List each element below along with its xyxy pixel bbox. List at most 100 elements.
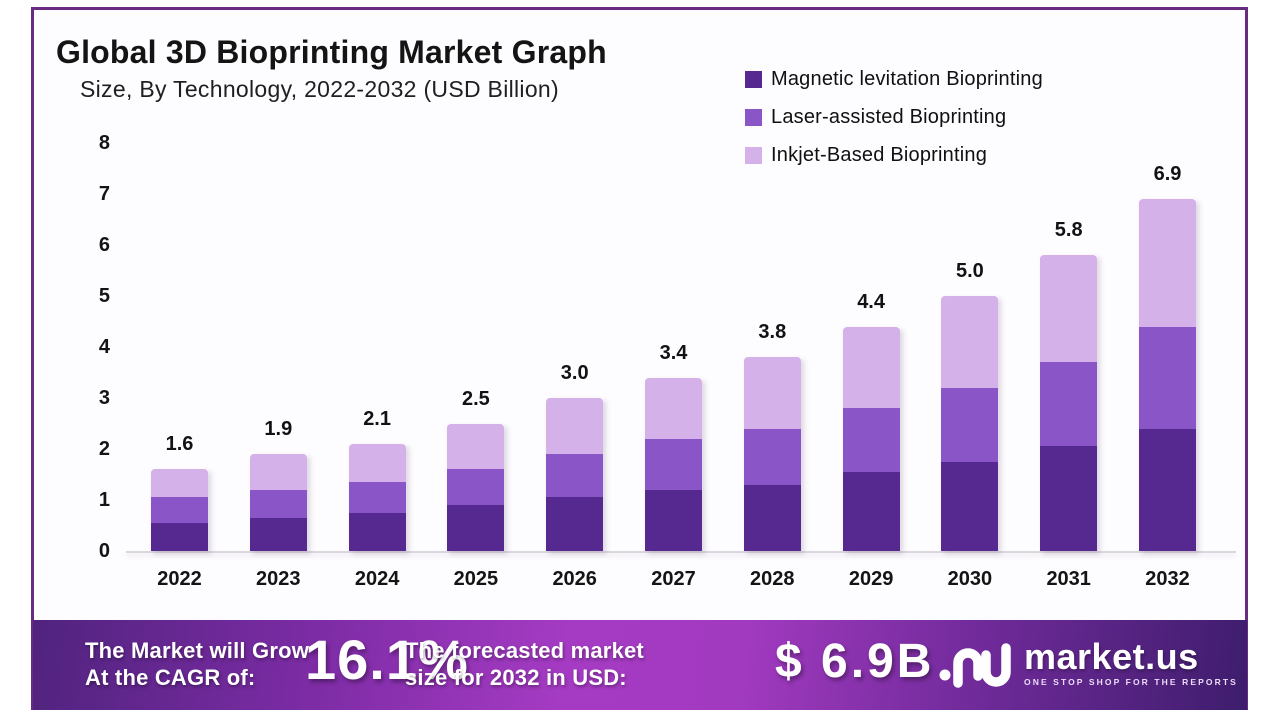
y-axis-tick-2: 2 xyxy=(98,438,110,460)
total-label-2027: 3.4 xyxy=(659,341,688,364)
total-label-2025: 2.5 xyxy=(461,387,490,410)
total-label-2031: 5.8 xyxy=(1054,219,1083,242)
bar-segment-2023-series0 xyxy=(249,517,307,551)
bar-2030 xyxy=(941,296,999,551)
legend-swatch-inkjet xyxy=(745,146,762,164)
y-axis-tick-5: 5 xyxy=(98,285,110,307)
y-axis-tick-7: 7 xyxy=(98,183,110,205)
forecast-label-line1: The forecasted market xyxy=(405,638,644,663)
bar-segment-2032-series1 xyxy=(1139,326,1196,429)
legend-swatch-laser xyxy=(745,108,762,126)
y-axis-tick-3: 3 xyxy=(98,387,110,409)
bar-segment-2028-series1 xyxy=(743,428,801,485)
marketus-logo-text: market.us ONE STOP SHOP FOR THE REPORTS xyxy=(1024,635,1238,687)
legend-item-inkjet: Inkjet-Based Bioprinting xyxy=(745,142,1043,168)
bar-2029 xyxy=(842,326,900,551)
y-axis-tick-6: 6 xyxy=(98,234,110,256)
legend-label-laser: Laser-assisted Bioprinting xyxy=(771,105,1007,128)
bar-segment-2024-series2 xyxy=(348,443,406,483)
bar-segment-2032-series0 xyxy=(1139,428,1196,551)
bar-segment-2030-series1 xyxy=(941,387,999,462)
legend-item-laser: Laser-assisted Bioprinting xyxy=(745,104,1043,130)
bar-segment-2027-series2 xyxy=(645,377,702,439)
bar-segment-2022-series2 xyxy=(151,469,208,498)
bar-2022 xyxy=(151,469,208,551)
cagr-label-line1: The Market will Grow xyxy=(85,638,310,663)
x-axis-line xyxy=(126,551,1236,553)
bar-segment-2022-series0 xyxy=(151,522,208,551)
bar-2026 xyxy=(546,398,604,551)
bar-segment-2024-series0 xyxy=(348,512,406,551)
x-axis-label-2027: 2027 xyxy=(651,568,696,590)
total-label-2024: 2.1 xyxy=(363,407,391,430)
bar-segment-2029-series0 xyxy=(842,471,900,551)
x-axis-label-2026: 2026 xyxy=(552,568,597,590)
bar-segment-2022-series1 xyxy=(151,497,208,523)
bar-segment-2031-series1 xyxy=(1040,362,1098,447)
bar-segment-2029-series1 xyxy=(842,408,900,472)
forecast-label-line2: size for 2032 in USD: xyxy=(405,665,627,690)
bar-2023 xyxy=(249,454,307,551)
bar-segment-2032-series2 xyxy=(1139,199,1196,327)
x-axis-label-2024: 2024 xyxy=(354,568,400,590)
total-label-2028: 3.8 xyxy=(758,321,787,344)
marketus-logo-icon xyxy=(939,643,1011,688)
total-label-2026: 3.0 xyxy=(560,362,589,384)
bar-2025 xyxy=(447,423,505,551)
bar-segment-2026-series1 xyxy=(546,454,604,498)
x-axis-label-2032: 2032 xyxy=(1145,568,1190,590)
y-axis-tick-8: 8 xyxy=(98,132,110,154)
x-axis-label-2023: 2023 xyxy=(256,568,301,590)
bar-segment-2030-series2 xyxy=(941,296,999,388)
marketus-logo: market.us ONE STOP SHOP FOR THE REPORTS xyxy=(938,634,1238,692)
legend-label-inkjet: Inkjet-Based Bioprinting xyxy=(771,143,988,166)
cagr-value: 16.1% xyxy=(305,628,469,691)
bar-segment-2024-series1 xyxy=(348,482,406,513)
x-axis-label-2031: 2031 xyxy=(1046,568,1091,590)
bar-segment-2029-series2 xyxy=(842,326,900,409)
y-axis-tick-4: 4 xyxy=(98,336,110,358)
cagr-label: The Market will Grow At the CAGR of: xyxy=(85,637,309,691)
y-axis-tick-0: 0 xyxy=(98,540,110,562)
bar-segment-2028-series0 xyxy=(743,484,801,551)
legend-swatch-magnetic xyxy=(745,70,762,88)
logo-name: market.us xyxy=(1024,635,1199,677)
bar-segment-2026-series2 xyxy=(546,398,604,455)
legend-item-magnetic: Magnetic levitation Bioprinting xyxy=(745,66,1043,92)
bar-segment-2028-series2 xyxy=(743,357,801,429)
bar-2032 xyxy=(1139,199,1196,551)
bar-segment-2030-series0 xyxy=(941,461,999,551)
bar-segment-2027-series1 xyxy=(645,438,702,490)
bar-segment-2025-series1 xyxy=(447,469,505,506)
y-axis-tick-1: 1 xyxy=(98,489,110,511)
bar-segment-2023-series1 xyxy=(249,489,307,518)
bar-segment-2025-series2 xyxy=(447,423,505,470)
cagr-label-line2: At the CAGR of: xyxy=(85,665,256,690)
bar-segment-2023-series2 xyxy=(249,454,307,490)
bar-segment-2031-series0 xyxy=(1040,446,1098,551)
bar-segment-2027-series0 xyxy=(645,489,702,551)
total-label-2022: 1.6 xyxy=(165,433,194,456)
legend: Magnetic levitation Bioprinting Laser-as… xyxy=(745,66,1043,180)
x-axis-label-2029: 2029 xyxy=(848,568,894,590)
bar-segment-2025-series0 xyxy=(447,505,505,551)
bar-2028 xyxy=(743,357,801,551)
forecast-value: $ 6.9B xyxy=(775,635,935,688)
total-label-2023: 1.9 xyxy=(264,418,293,441)
bar-2024 xyxy=(348,443,406,551)
bar-2031 xyxy=(1040,255,1098,551)
bar-segment-2031-series2 xyxy=(1040,255,1098,363)
bar-2027 xyxy=(645,377,702,551)
legend-label-magnetic: Magnetic levitation Bioprinting xyxy=(771,67,1043,90)
total-label-2029: 4.4 xyxy=(857,290,885,313)
x-axis-label-2028: 2028 xyxy=(750,568,795,590)
total-label-2030: 5.0 xyxy=(955,260,984,282)
bar-segment-2026-series0 xyxy=(546,497,604,551)
total-label-2032: 6.9 xyxy=(1153,163,1182,186)
forecast-label: The forecasted market size for 2032 in U… xyxy=(405,637,644,691)
x-axis-label-2030: 2030 xyxy=(947,568,993,590)
footer-banner: The Market will Grow At the CAGR of: 16.… xyxy=(33,620,1247,710)
logo-tagline: ONE STOP SHOP FOR THE REPORTS xyxy=(1024,676,1238,687)
x-axis-label-2025: 2025 xyxy=(453,568,499,590)
